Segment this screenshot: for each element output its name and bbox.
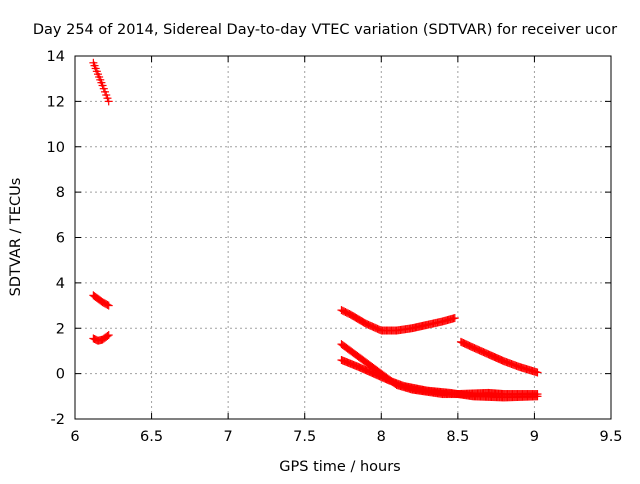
data-point xyxy=(450,314,459,323)
x-tick-label: 8.5 xyxy=(446,429,469,445)
data-point xyxy=(104,97,113,106)
x-axis-label: GPS time / hours xyxy=(279,459,400,475)
x-tick-label: 6 xyxy=(70,429,79,445)
x-tick-label: 6.5 xyxy=(140,429,163,445)
y-tick-label: 4 xyxy=(56,276,65,292)
x-tick-label: 7 xyxy=(224,429,233,445)
data-points xyxy=(89,58,542,402)
y-tick-label: 10 xyxy=(47,140,65,156)
y-tick-label: 0 xyxy=(56,367,65,383)
data-point xyxy=(533,368,542,377)
data-point xyxy=(104,331,113,340)
x-tick-labels: 6 6.5 7 7.5 8 8.5 9 9.5 xyxy=(70,429,622,445)
data-point xyxy=(533,392,542,401)
x-tick-label: 9 xyxy=(530,429,539,445)
axes xyxy=(74,55,612,420)
y-tick-label: -2 xyxy=(51,412,65,428)
data-point xyxy=(103,331,112,340)
data-point xyxy=(104,301,113,310)
grid xyxy=(75,56,611,419)
chart-title: Day 254 of 2014, Sidereal Day-to-day VTE… xyxy=(33,22,617,38)
y-axis-label: SDTVAR / TECUs xyxy=(8,178,24,297)
y-tick-labels: -2 0 2 4 6 8 10 12 14 xyxy=(47,49,65,428)
x-tick-label: 7.5 xyxy=(293,429,316,445)
y-tick-label: 2 xyxy=(56,321,65,337)
x-tick-label: 8 xyxy=(377,429,386,445)
x-tick-label: 9.5 xyxy=(599,429,622,445)
y-tick-label: 14 xyxy=(47,49,65,65)
y-tick-label: 8 xyxy=(56,185,65,201)
plot-frame xyxy=(74,55,612,420)
y-tick-label: 6 xyxy=(56,231,65,247)
data-point xyxy=(103,300,112,309)
y-tick-label: 12 xyxy=(47,94,65,110)
